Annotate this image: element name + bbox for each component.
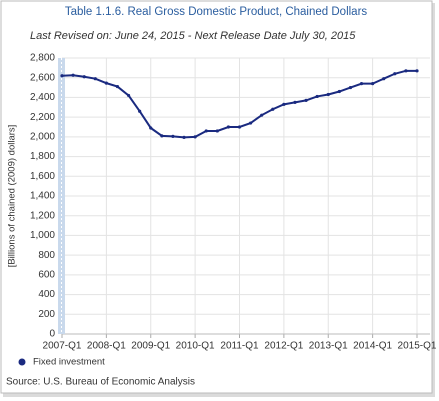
x-tick-label: 2014-Q1 [353, 341, 392, 352]
point [260, 113, 264, 117]
point [160, 134, 164, 138]
x-tick-label: 2010-Q1 [176, 341, 215, 352]
point [348, 85, 353, 90]
y-tick-label: 800 [38, 250, 55, 261]
point [404, 69, 408, 73]
x-tick-label: 2007-Q1 [43, 341, 82, 352]
point [304, 98, 308, 102]
point [415, 69, 419, 73]
point [271, 107, 275, 111]
point [104, 81, 108, 85]
point [215, 129, 219, 133]
point [293, 100, 297, 104]
x-tick-label: 2009-Q1 [131, 341, 170, 352]
point [393, 72, 397, 76]
y-axis-label: [Billions of chained (2009) dollars] [7, 125, 18, 268]
y-tick-label: 2,400 [30, 92, 55, 103]
y-tick-label: 2,600 [30, 72, 55, 83]
x-tick-label: 2013-Q1 [309, 341, 348, 352]
point [182, 135, 186, 139]
y-tick-label: 2,200 [30, 112, 55, 123]
legend-label: Fixed investment [33, 357, 105, 368]
point [237, 125, 242, 129]
y-tick-label: 200 [38, 309, 55, 320]
point [204, 129, 208, 133]
point [248, 121, 253, 125]
chart-title: Table 1.1.6. Real Gross Domestic Product… [65, 6, 368, 18]
point [93, 77, 97, 81]
y-tick-label: 1,800 [30, 151, 55, 162]
y-tick-label: 2,000 [30, 131, 55, 142]
point [337, 89, 341, 94]
point [315, 94, 319, 99]
point [115, 84, 120, 89]
point [371, 82, 375, 86]
y-tick-label: 0 [49, 329, 55, 340]
point [149, 126, 153, 130]
y-tick-label: 1,200 [30, 210, 55, 221]
point [359, 82, 364, 86]
frame [0, 0, 433, 394]
y-tick-label: 1,600 [30, 171, 55, 182]
chart-subtitle: Last Revised on: June 24, 2015 - Next Re… [30, 30, 356, 42]
point [126, 93, 131, 98]
point [226, 125, 231, 129]
x-tick-label: 2015-Q1 [398, 341, 437, 352]
x-tick-label: 2011-Q1 [220, 341, 259, 352]
x-tick-label: 2008-Q1 [87, 341, 126, 352]
y-tick-label: 1,400 [30, 191, 55, 202]
point [326, 92, 330, 97]
legend-marker [18, 358, 26, 366]
point [82, 75, 86, 79]
y-tick-label: 1,000 [30, 230, 55, 241]
y-tick-label: 400 [38, 289, 55, 300]
y-tick-label: 600 [38, 269, 55, 280]
y-tick-label: 2,800 [30, 53, 55, 64]
point [282, 102, 286, 106]
point [71, 73, 75, 77]
point [60, 74, 64, 78]
point [138, 109, 142, 113]
point [382, 77, 386, 81]
point [171, 134, 175, 138]
x-tick-label: 2012-Q1 [264, 341, 303, 352]
point [193, 135, 197, 139]
source: Source: U.S. Bureau of Economic Analysis [6, 377, 195, 388]
